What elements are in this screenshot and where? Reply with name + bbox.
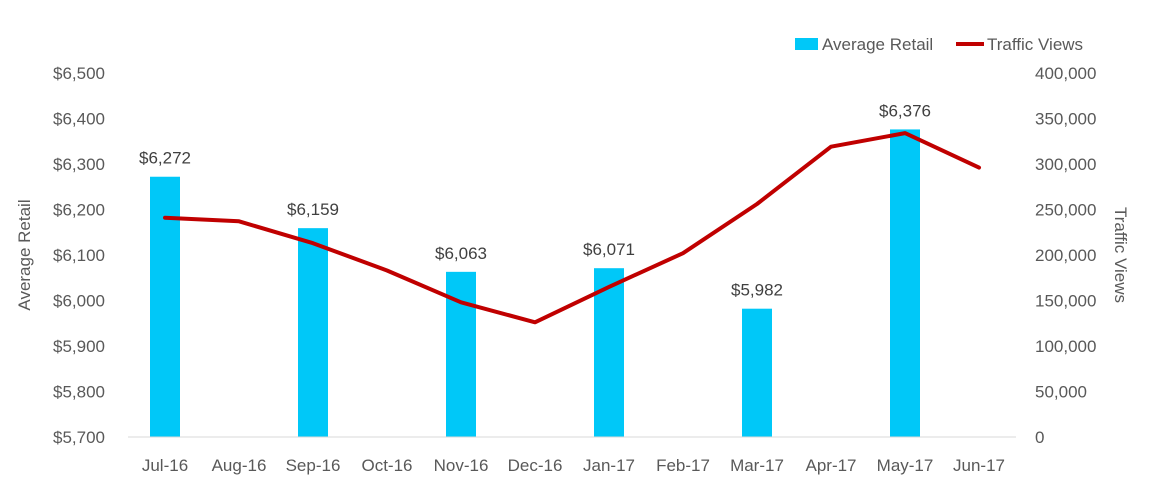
point-traffic-views [608, 286, 610, 288]
bar-data-label: $6,272 [139, 149, 191, 168]
chart-legend: Average Retail Traffic Views [795, 35, 1083, 54]
x-tick-labels: Jul-16 Aug-16 Sep-16 Oct-16 Nov-16 Dec-16 Jan-… [142, 456, 1005, 475]
x-tick-label: Dec-16 [508, 456, 563, 475]
bar-data-label: $6,071 [583, 240, 635, 259]
x-tick-label: Jan-17 [583, 456, 635, 475]
bar-average-retail [298, 228, 328, 437]
y-left-tick-label: $6,000 [53, 292, 105, 311]
point-traffic-views [830, 146, 832, 148]
y-left-tick-label: $6,200 [53, 201, 105, 220]
y-right-tick-label: 250,000 [1035, 201, 1096, 220]
point-traffic-views [164, 217, 166, 219]
legend-label-traffic-views: Traffic Views [987, 35, 1083, 54]
y-right-tick-label: 50,000 [1035, 383, 1087, 402]
x-tick-label: Jul-16 [142, 456, 188, 475]
x-tick-label: Aug-16 [212, 456, 267, 475]
bar-data-labels: $6,272 $6,159 $6,063 $6,071 $5,982 $6,376 [139, 101, 931, 299]
y-left-tick-label: $5,700 [53, 428, 105, 447]
y-left-tick-label: $6,500 [53, 64, 105, 83]
point-traffic-views [534, 321, 536, 323]
y-left-tick-label: $5,900 [53, 337, 105, 356]
x-tick-label: Apr-17 [805, 456, 856, 475]
point-traffic-views [238, 220, 240, 222]
line-traffic-views [163, 131, 981, 325]
x-tick-label: Feb-17 [656, 456, 710, 475]
y-right-tick-label: 0 [1035, 428, 1044, 447]
y-right-tick-label: 100,000 [1035, 337, 1096, 356]
x-tick-label: Sep-16 [286, 456, 341, 475]
point-traffic-views [978, 167, 980, 169]
y-left-tick-label: $6,100 [53, 246, 105, 265]
y-right-axis-title: Traffic Views [1111, 207, 1130, 303]
bar-average-retail [742, 308, 772, 437]
y-left-axis-title: Average Retail [15, 199, 34, 310]
bar-average-retail [890, 129, 920, 438]
y-left-tick-labels: $5,700 $5,800 $5,900 $6,000 $6,100 $6,200 $6,3… [53, 64, 105, 447]
point-traffic-views [756, 203, 758, 205]
y-left-tick-label: $6,300 [53, 155, 105, 174]
y-right-tick-label: 300,000 [1035, 155, 1096, 174]
y-right-tick-labels: 0 50,000 100,000 150,000 200,000 250,000 300,0… [1035, 64, 1096, 447]
bar-data-label: $6,159 [287, 200, 339, 219]
legend-label-average-retail: Average Retail [822, 35, 933, 54]
y-right-tick-label: 150,000 [1035, 292, 1096, 311]
y-right-tick-label: 200,000 [1035, 246, 1096, 265]
bar-data-label: $6,063 [435, 244, 487, 263]
bar-average-retail [594, 268, 624, 437]
x-tick-label: Nov-16 [434, 456, 489, 475]
y-left-tick-label: $6,400 [53, 110, 105, 129]
y-right-tick-label: 350,000 [1035, 110, 1096, 129]
x-tick-label: Jun-17 [953, 456, 1005, 475]
x-tick-label: Oct-16 [361, 456, 412, 475]
point-traffic-views [312, 242, 314, 244]
point-traffic-views [460, 301, 462, 303]
point-traffic-views [682, 252, 684, 254]
point-traffic-views [904, 132, 906, 134]
y-left-tick-label: $5,800 [53, 383, 105, 402]
bar-data-label: $5,982 [731, 281, 783, 300]
point-traffic-views [386, 269, 388, 271]
line-series-traffic-views [163, 131, 981, 325]
x-tick-label: Mar-17 [730, 456, 784, 475]
y-right-tick-label: 400,000 [1035, 64, 1096, 83]
legend-swatch-average-retail [795, 38, 818, 50]
bar-series-average-retail [150, 129, 920, 438]
bar-data-label: $6,376 [879, 101, 931, 120]
x-tick-label: May-17 [877, 456, 934, 475]
